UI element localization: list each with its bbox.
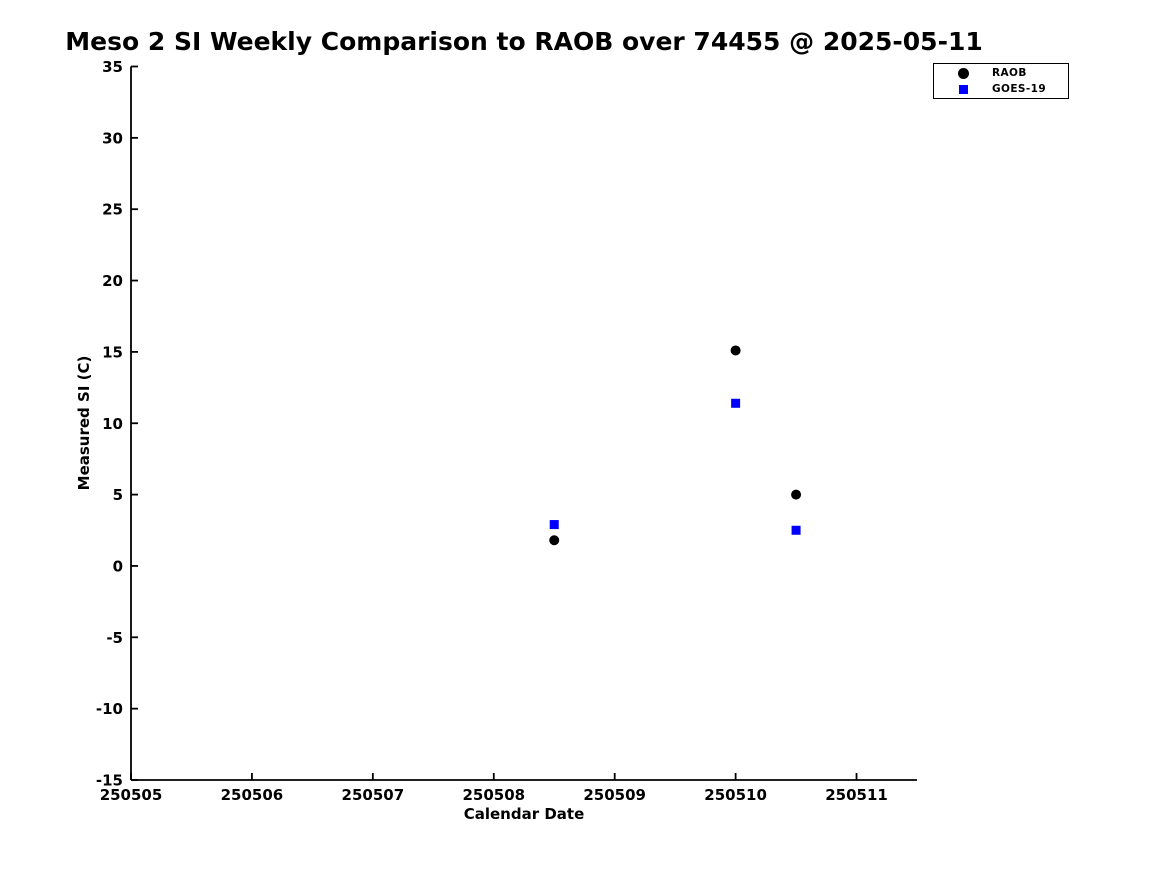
legend-label-raob: RAOB <box>992 67 1027 79</box>
y-tick-label: 0 <box>113 557 123 575</box>
y-tick-label: 35 <box>102 58 123 76</box>
data-point-goes-19 <box>791 525 801 535</box>
legend: RAOB GOES-19 <box>933 63 1069 99</box>
data-point-goes-19 <box>549 520 559 530</box>
y-tick-label: -10 <box>96 700 123 718</box>
data-point-raob <box>549 535 560 546</box>
y-tick-label: 15 <box>102 343 123 361</box>
y-tick-label: 30 <box>102 129 123 147</box>
x-tick-label: 250511 <box>825 786 888 804</box>
y-tick-label: 5 <box>113 486 123 504</box>
raob-circle-marker-icon <box>957 67 969 79</box>
y-tick-label: 25 <box>102 201 123 219</box>
y-tick-label: 20 <box>102 272 123 290</box>
data-point-goes-19 <box>731 398 741 408</box>
chart-title: Meso 2 SI Weekly Comparison to RAOB over… <box>65 27 983 56</box>
legend-label-goes19: GOES-19 <box>992 83 1047 95</box>
x-tick-label: 250507 <box>342 786 405 804</box>
x-tick-label: 250509 <box>583 786 646 804</box>
y-tick-label: 10 <box>102 415 123 433</box>
x-tick-label: 250510 <box>704 786 767 804</box>
legend-row-goes19: GOES-19 <box>934 81 1068 97</box>
legend-row-raob: RAOB <box>934 65 1068 81</box>
goes19-square-marker-icon <box>958 84 968 94</box>
data-point-raob <box>730 345 741 356</box>
data-point-raob <box>791 489 802 500</box>
x-tick-label: 250505 <box>100 786 163 804</box>
y-tick-label: -5 <box>106 629 123 647</box>
x-tick-label: 250506 <box>221 786 284 804</box>
x-tick-label: 250508 <box>462 786 525 804</box>
y-tick-label: -15 <box>96 772 123 790</box>
x-axis-label: Calendar Date <box>463 805 585 823</box>
